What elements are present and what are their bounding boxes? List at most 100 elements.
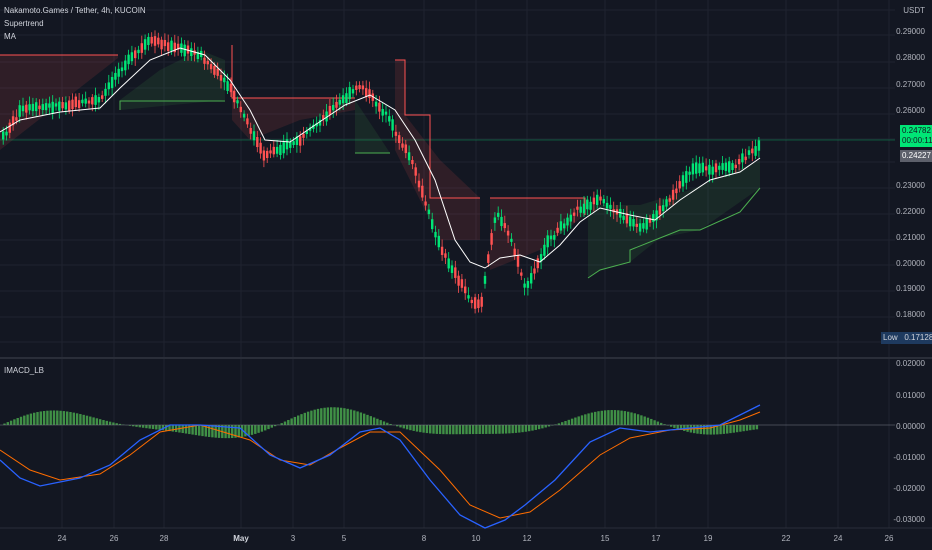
supertrend-bull-fill — [588, 160, 760, 278]
macd-histogram-bar — [660, 422, 663, 425]
price-label: 0.23000 — [896, 181, 925, 190]
candle-body — [186, 45, 190, 54]
supertrend-bull-fill — [355, 100, 390, 153]
candle-body — [506, 230, 510, 236]
candle-body — [8, 122, 11, 133]
candle-body — [332, 104, 335, 111]
candle-body — [28, 104, 31, 111]
candle-body — [394, 131, 398, 136]
macd-histogram-bar — [438, 425, 442, 435]
time-label: 3 — [290, 534, 296, 543]
candle-body — [457, 275, 460, 286]
candle-body — [711, 166, 714, 175]
macd-histogram-bar — [346, 408, 349, 425]
macd-histogram-bar — [376, 418, 379, 425]
macd-histogram-bar — [95, 418, 99, 425]
symbol-title[interactable]: Nakamoto.Games / Tether, 4h, KUCOIN — [4, 6, 146, 15]
macd-label: 0.02000 — [896, 359, 925, 368]
candle-body — [754, 146, 757, 156]
candle-body — [127, 54, 130, 65]
supertrend-legend[interactable]: Supertrend — [4, 19, 44, 28]
candle-body — [143, 39, 147, 50]
macd-histogram-bar — [36, 412, 39, 425]
candle-body — [549, 235, 553, 240]
candle-body — [520, 272, 523, 276]
candle-body — [724, 162, 728, 171]
macd-histogram-bar — [191, 425, 194, 435]
macd-histogram-bar — [455, 425, 458, 435]
macd-histogram-bar — [161, 425, 165, 431]
time-label: 24 — [57, 534, 67, 543]
candle-body — [566, 217, 569, 226]
imacd-legend[interactable]: IMACD_LB — [4, 366, 45, 375]
candle-body — [110, 76, 114, 89]
time-label: 12 — [522, 534, 532, 543]
candle-body — [582, 203, 586, 214]
candle-body — [576, 206, 579, 210]
time-label: 5 — [341, 534, 347, 543]
candle-body — [487, 254, 490, 263]
macd-histogram-bar — [75, 413, 79, 425]
candle-body — [691, 163, 695, 175]
macd-histogram-bar — [23, 415, 26, 425]
supertrend-bull-fill — [120, 50, 225, 110]
macd-histogram-bar — [600, 410, 603, 425]
macd-histogram-bar — [181, 425, 184, 434]
candle-body — [137, 49, 140, 54]
candle-body — [87, 100, 91, 104]
supertrend-bear-line — [231, 45, 355, 99]
candle-body — [74, 96, 77, 108]
candle-body — [579, 206, 582, 213]
price-label: 0.22000 — [896, 207, 925, 216]
ma-legend[interactable]: MA — [4, 32, 16, 41]
macd-histogram-bar — [478, 425, 481, 434]
candle-body — [625, 213, 629, 224]
price-label: 0.20000 — [896, 259, 925, 268]
supertrend-bear-fill — [395, 60, 480, 240]
macd-histogram-bar — [481, 425, 485, 434]
macd-histogram-bar — [567, 419, 570, 425]
macd-histogram-bar — [508, 425, 511, 434]
macd-line — [0, 404, 761, 529]
candle-body — [671, 189, 675, 200]
macd-histogram-bar — [584, 414, 587, 425]
macd-histogram-bar — [112, 422, 115, 425]
candle-body — [61, 102, 64, 109]
macd-histogram-bar — [145, 425, 148, 429]
candle-body — [252, 131, 256, 141]
macd-histogram-bar — [636, 414, 640, 425]
candle-body — [322, 115, 325, 120]
time-label: 10 — [471, 534, 481, 543]
macd-histogram-bar — [669, 425, 673, 427]
candle-body — [101, 95, 104, 99]
candle-body — [51, 101, 54, 114]
macd-histogram-bar — [379, 420, 382, 425]
candle-body — [480, 296, 483, 307]
price-label: 0.19000 — [896, 284, 925, 293]
macd-histogram-bar — [363, 413, 366, 425]
time-label: 26 — [109, 534, 119, 543]
candle-body — [490, 233, 493, 245]
macd-histogram-bar — [356, 411, 359, 425]
macd-histogram-bar — [85, 415, 89, 425]
candle-body — [68, 100, 71, 111]
macd-histogram-bar — [415, 425, 419, 432]
macd-histogram-bar — [224, 425, 227, 439]
macd-histogram-bar — [396, 425, 399, 427]
candle-body — [648, 218, 652, 223]
candle-body — [447, 258, 450, 269]
candle-body — [622, 215, 625, 220]
candle-body — [54, 103, 58, 107]
macd-histogram-bar — [39, 411, 42, 425]
macd-histogram-bar — [184, 425, 188, 434]
macd-label: 0.01000 — [896, 391, 925, 400]
candle-body — [219, 74, 223, 81]
current-price-value: 0.24782 — [902, 126, 931, 135]
macd-histogram-bar — [389, 423, 392, 425]
candle-body — [5, 131, 8, 136]
macd-histogram-bar — [339, 407, 343, 425]
macd-histogram-bar — [623, 411, 627, 425]
candle-body — [440, 246, 444, 255]
macd-histogram-bar — [168, 425, 171, 432]
